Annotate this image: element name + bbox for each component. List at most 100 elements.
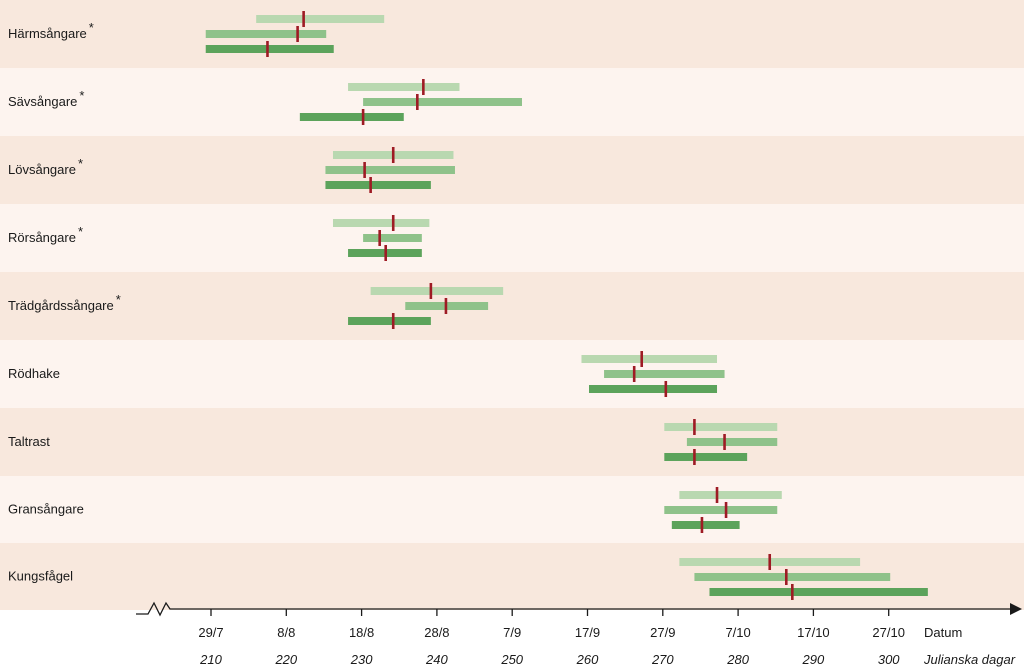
range-bar xyxy=(679,491,782,499)
tick-label-date: 27/10 xyxy=(872,625,905,640)
tick-label-date: 17/10 xyxy=(797,625,830,640)
species-name: Trädgårdssångare xyxy=(8,298,114,313)
tick-label-day: 220 xyxy=(274,652,297,667)
row-band xyxy=(0,272,1024,340)
significance-star: * xyxy=(78,224,83,239)
range-bar xyxy=(589,385,718,393)
median-marker xyxy=(422,79,425,95)
median-marker xyxy=(693,419,696,435)
species-name: Sävsångare xyxy=(8,94,77,109)
species-name: Kungsfågel xyxy=(8,569,73,584)
range-bar xyxy=(694,573,891,581)
species-name: Rödhake xyxy=(8,366,60,381)
median-marker xyxy=(768,554,772,570)
median-marker xyxy=(391,215,395,231)
tick-label-day: 240 xyxy=(425,652,448,667)
species-label: Trädgårdssångare * xyxy=(8,292,121,313)
median-marker xyxy=(444,298,448,314)
median-marker xyxy=(664,381,668,397)
species-label: Gransångare xyxy=(8,502,84,517)
range-bar xyxy=(205,45,334,53)
tick-label-date: 28/8 xyxy=(424,625,449,640)
tick-label-day: 250 xyxy=(500,652,523,667)
species-name: Gransångare xyxy=(8,502,84,517)
range-bar xyxy=(332,219,430,227)
median-marker xyxy=(378,230,381,246)
tick-label-date: 27/9 xyxy=(650,625,675,640)
range-bar xyxy=(325,166,455,174)
range-bar xyxy=(299,113,404,121)
range-bar xyxy=(205,30,327,38)
median-marker xyxy=(391,147,395,163)
median-marker xyxy=(266,41,269,57)
median-markers xyxy=(266,11,794,600)
axis-break-zigzag xyxy=(136,601,174,617)
tick-label-day: 230 xyxy=(350,652,373,667)
median-marker xyxy=(791,584,794,600)
range-bar xyxy=(671,521,740,529)
row-band xyxy=(0,476,1024,543)
species-label: Lövsångare * xyxy=(8,156,83,177)
axis-title-day: Julianska dagar xyxy=(923,652,1016,667)
species-label: Sävsångare * xyxy=(8,88,84,109)
range-bar xyxy=(664,423,778,431)
tick-label-date: 7/10 xyxy=(725,625,750,640)
tick-label-date: 7/9 xyxy=(503,625,521,640)
significance-star: * xyxy=(116,292,121,307)
axis-arrow-icon xyxy=(1010,603,1022,615)
median-marker xyxy=(640,351,644,367)
row-band xyxy=(0,136,1024,204)
species-label: Härmsångare * xyxy=(8,20,94,41)
tick-label-day: 280 xyxy=(726,652,749,667)
row-bands xyxy=(0,0,1024,610)
tick-label-day: 210 xyxy=(199,652,222,667)
median-marker xyxy=(700,517,704,533)
range-bar xyxy=(363,98,522,106)
range-bar xyxy=(348,83,460,91)
species-label: Rödhake xyxy=(8,366,60,381)
median-marker xyxy=(693,449,696,465)
range-bar xyxy=(581,355,718,363)
species-label: Taltrast xyxy=(8,434,50,449)
median-marker xyxy=(391,313,395,329)
median-marker xyxy=(724,502,728,518)
tick-label-day: 270 xyxy=(651,652,674,667)
species-name: Lövsångare xyxy=(8,162,76,177)
tick-label-date: 8/8 xyxy=(277,625,295,640)
range-bar xyxy=(348,317,431,325)
range-bar xyxy=(686,438,778,446)
species-labels: Härmsångare *Sävsångare *Lövsångare *Rörsån… xyxy=(8,20,121,584)
range-bar xyxy=(363,234,422,242)
row-band xyxy=(0,340,1024,408)
species-name: Rörsångare xyxy=(8,230,76,245)
median-marker xyxy=(302,11,305,27)
significance-star: * xyxy=(78,156,83,171)
tick-label-date: 18/8 xyxy=(349,625,374,640)
axis-title-date: Datum xyxy=(924,625,962,640)
median-marker xyxy=(361,109,365,125)
tick-label-day: 300 xyxy=(878,652,900,667)
tick-label-day: 290 xyxy=(802,652,825,667)
median-marker xyxy=(632,366,636,382)
median-marker xyxy=(429,283,433,299)
x-axis: 29/7 210 8/8 220 18/8 230 28/8 240 7/9 250 17/9 260… xyxy=(136,601,1022,667)
row-band xyxy=(0,0,1024,68)
median-marker xyxy=(369,177,372,193)
row-band xyxy=(0,408,1024,476)
range-bar xyxy=(664,506,778,514)
range-bar xyxy=(325,181,431,189)
range-bar xyxy=(256,15,385,23)
tick-label-date: 29/7 xyxy=(198,625,223,640)
median-marker xyxy=(784,569,788,585)
range-bar xyxy=(370,287,504,295)
median-marker xyxy=(416,94,419,110)
median-marker xyxy=(723,434,726,450)
species-name: Taltrast xyxy=(8,434,50,449)
tick-label-date: 17/9 xyxy=(575,625,600,640)
significance-star: * xyxy=(79,88,84,103)
significance-star: * xyxy=(89,20,94,35)
median-marker xyxy=(296,26,299,42)
species-label: Rörsångare * xyxy=(8,224,83,245)
range-bar xyxy=(709,588,928,596)
